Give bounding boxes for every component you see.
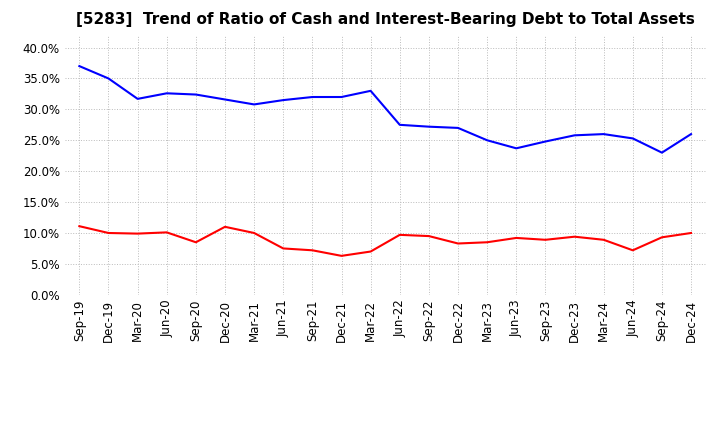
Interest-Bearing Debt (657, 150, 666, 155)
Interest-Bearing Debt (687, 132, 696, 137)
Interest-Bearing Debt (629, 136, 637, 141)
Interest-Bearing Debt (395, 122, 404, 128)
Interest-Bearing Debt (599, 132, 608, 137)
Cash (454, 241, 462, 246)
Cash (629, 248, 637, 253)
Cash (308, 248, 317, 253)
Interest-Bearing Debt (133, 96, 142, 102)
Cash (512, 235, 521, 241)
Cash (192, 240, 200, 245)
Cash (395, 232, 404, 238)
Line: Cash: Cash (79, 226, 691, 256)
Cash (104, 231, 113, 236)
Interest-Bearing Debt (454, 125, 462, 131)
Cash (483, 240, 492, 245)
Interest-Bearing Debt (425, 124, 433, 129)
Interest-Bearing Debt (308, 94, 317, 99)
Interest-Bearing Debt (104, 76, 113, 81)
Cash (250, 231, 258, 236)
Cash (133, 231, 142, 236)
Cash (366, 249, 375, 254)
Interest-Bearing Debt (220, 97, 229, 102)
Interest-Bearing Debt (279, 97, 287, 103)
Cash (220, 224, 229, 229)
Cash (657, 235, 666, 240)
Title: [5283]  Trend of Ratio of Cash and Interest-Bearing Debt to Total Assets: [5283] Trend of Ratio of Cash and Intere… (76, 12, 695, 27)
Interest-Bearing Debt (366, 88, 375, 93)
Interest-Bearing Debt (337, 94, 346, 99)
Cash (163, 230, 171, 235)
Line: Interest-Bearing Debt: Interest-Bearing Debt (79, 66, 691, 153)
Interest-Bearing Debt (483, 138, 492, 143)
Cash (425, 234, 433, 239)
Cash (337, 253, 346, 259)
Cash (687, 231, 696, 236)
Interest-Bearing Debt (541, 139, 550, 144)
Interest-Bearing Debt (250, 102, 258, 107)
Cash (279, 246, 287, 251)
Interest-Bearing Debt (192, 92, 200, 97)
Cash (541, 237, 550, 242)
Cash (570, 234, 579, 239)
Cash (599, 237, 608, 242)
Interest-Bearing Debt (163, 91, 171, 96)
Cash (75, 224, 84, 229)
Interest-Bearing Debt (570, 133, 579, 138)
Interest-Bearing Debt (75, 63, 84, 69)
Interest-Bearing Debt (512, 146, 521, 151)
Legend: Cash, Interest-Bearing Debt: Cash, Interest-Bearing Debt (240, 436, 530, 440)
